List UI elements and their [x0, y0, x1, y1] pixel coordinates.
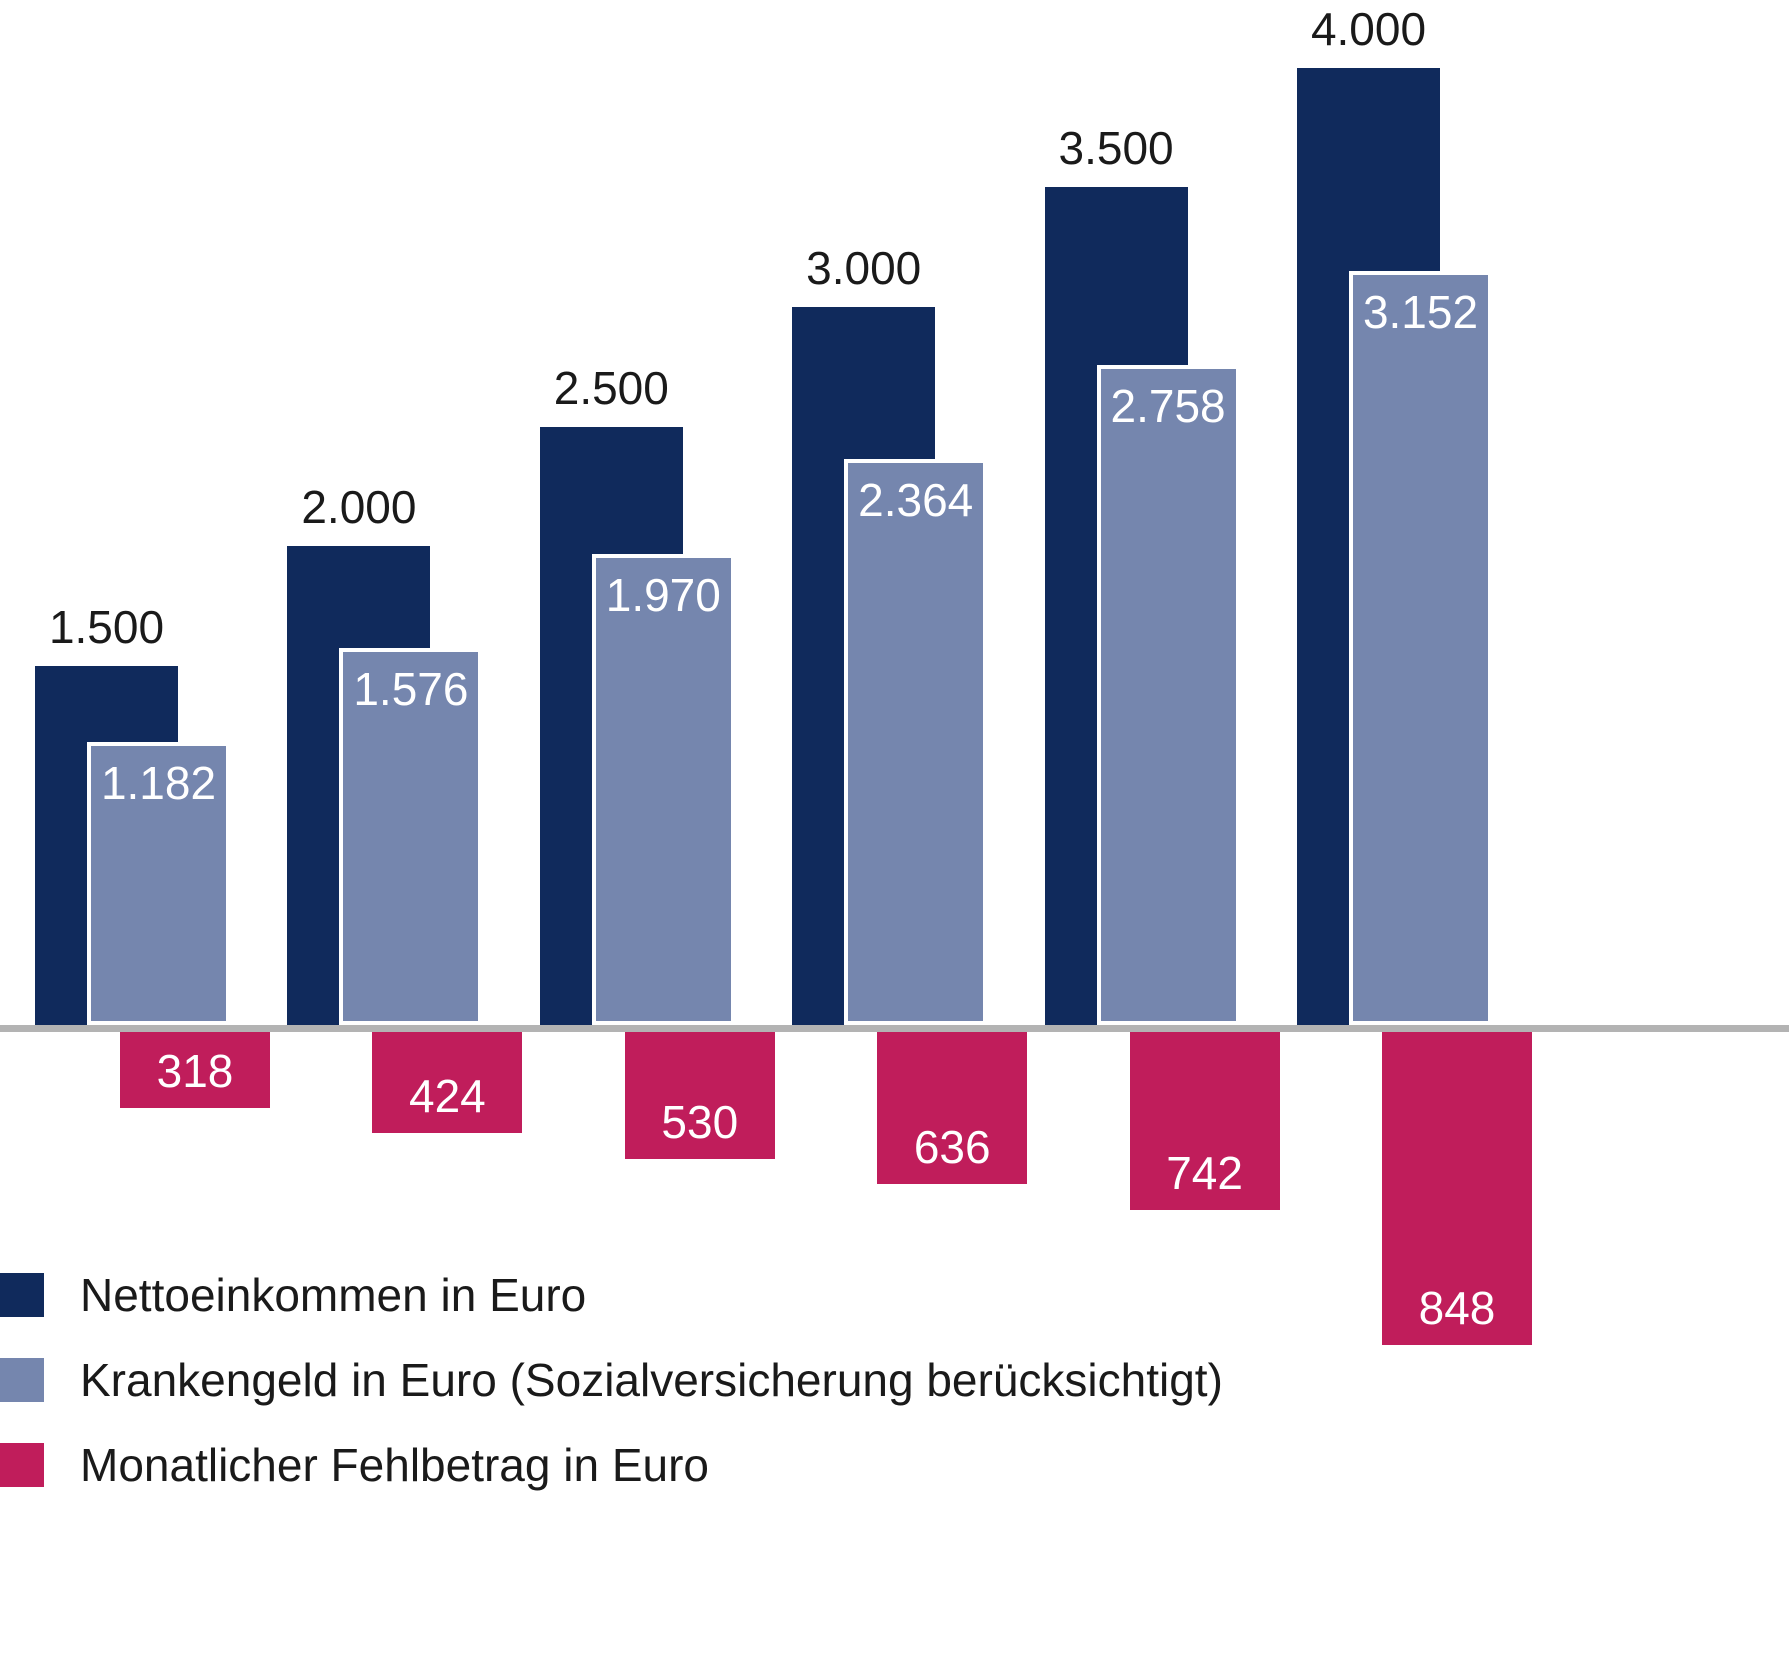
- fehlbetrag-value-label: 636: [913, 1121, 991, 1173]
- legend-item-nettoeinkommen: Nettoeinkommen in Euro: [0, 1268, 1223, 1322]
- fehlbetrag-value-label: 318: [156, 1045, 234, 1097]
- netto-value-label: 1.500: [48, 601, 165, 653]
- legend-label-nettoeinkommen: Nettoeinkommen in Euro: [80, 1269, 587, 1321]
- baseline: [0, 1025, 1789, 1032]
- legend-swatch-fehlbetrag-icon: [0, 1443, 44, 1487]
- fehlbetrag-bar: [372, 1025, 523, 1133]
- netto-value-label: 2.500: [553, 362, 669, 414]
- netto-value-label: 3.500: [1058, 122, 1174, 174]
- krankengeld-value-label: 2.758: [1110, 380, 1226, 432]
- netto-value-label: 2.000: [301, 481, 417, 533]
- fehlbetrag-value-label: 530: [661, 1096, 739, 1148]
- legend-item-krankengeld: Krankengeld in Euro (Sozialversicherung …: [0, 1353, 1223, 1407]
- krankengeld-bar: [591, 554, 735, 1025]
- krankengeld-bar: [87, 742, 230, 1025]
- netto-value-label: 4.000: [1310, 3, 1427, 55]
- legend-label-krankengeld: Krankengeld in Euro (Sozialversicherung …: [80, 1354, 1223, 1406]
- fehlbetrag-bar: [624, 1025, 775, 1159]
- krankengeld-value-label: 1.576: [353, 663, 469, 715]
- krankengeld-value-label: 3.152: [1362, 286, 1479, 338]
- legend-label-fehlbetrag: Monatlicher Fehlbetrag in Euro: [80, 1439, 709, 1491]
- krankengeld-value-label: 1.970: [605, 569, 721, 621]
- krankengeld-bar: [1349, 271, 1492, 1025]
- legend-swatch-krankengeld-icon: [0, 1358, 44, 1402]
- krankengeld-bar: [1096, 365, 1240, 1025]
- krankengeld-bar: [844, 459, 988, 1025]
- krankengeld-value-label: 2.364: [858, 474, 974, 526]
- netto-value-label: 3.000: [806, 242, 922, 294]
- fehlbetrag-value-label: 424: [409, 1070, 486, 1122]
- fehlbetrag-bar: [877, 1025, 1028, 1184]
- legend-item-fehlbetrag: Monatlicher Fehlbetrag in Euro: [0, 1438, 1223, 1492]
- fehlbetrag-value-label: 742: [1166, 1147, 1243, 1199]
- fehlbetrag-bar: [1382, 1025, 1532, 1345]
- krankengeld-value-label: 1.182: [100, 757, 217, 809]
- fehlbetrag-bar: [1129, 1025, 1280, 1210]
- fehlbetrag-bar: [120, 1025, 270, 1108]
- legend: Nettoeinkommen in Euro Krankengeld in Eu…: [0, 1268, 1223, 1492]
- fehlbetrag-value-label: 848: [1418, 1282, 1496, 1334]
- krankengeld-bar: [339, 648, 483, 1025]
- legend-swatch-nettoeinkommen-icon: [0, 1273, 44, 1317]
